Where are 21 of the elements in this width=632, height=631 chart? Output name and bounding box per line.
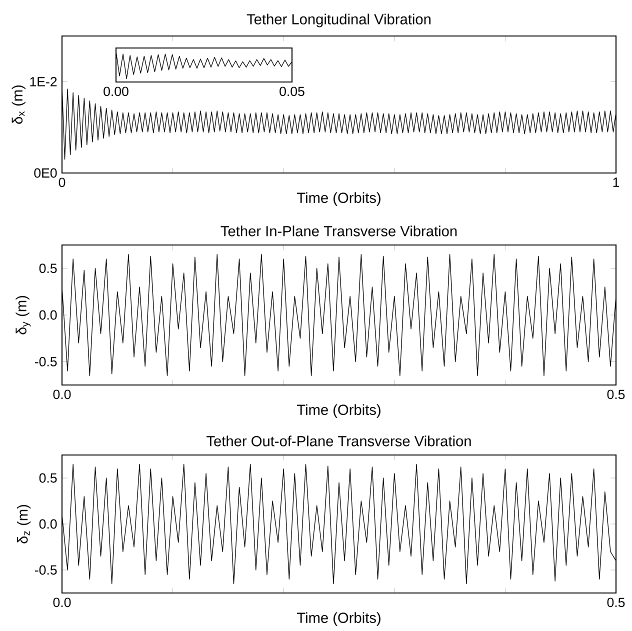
y-tick-label: -0.5: [35, 565, 57, 575]
x-tick-label: 1: [613, 178, 620, 187]
y-tick-label: -0.5: [35, 356, 57, 366]
y-tick-label: 0.5: [39, 264, 57, 274]
y-axis-title: δ$_{x}$ (m): [12, 85, 26, 124]
x-axis-title: Time (Orbits): [296, 192, 380, 206]
y-tick-label: 0.0: [39, 519, 57, 529]
y-tick-label: 0E0: [34, 168, 57, 178]
y-tick-label: 1E-2: [30, 77, 57, 86]
x-tick-label: 0.05: [280, 86, 304, 96]
y-axis-title: δ$_{z}$ (m): [17, 504, 31, 544]
y-tick-label: 0.5: [39, 473, 57, 483]
x-axis-title: Time (Orbits): [296, 404, 380, 418]
chart-title: Tether In-Plane Transverse Vibration: [220, 226, 457, 236]
x-tick-label: 0: [58, 178, 66, 188]
y-tick-label: 0.0: [39, 310, 57, 320]
chart-title: Tether Longitudinal Vibration: [246, 14, 430, 28]
x-axis-title: Time (Orbits): [296, 612, 380, 626]
y-axis-title: δ$_{y}$ (m): [16, 296, 31, 334]
chart-title: Tether Out-of-Plane Transverse Vibration: [206, 436, 471, 446]
x-tick-label: 0.00: [104, 86, 128, 96]
